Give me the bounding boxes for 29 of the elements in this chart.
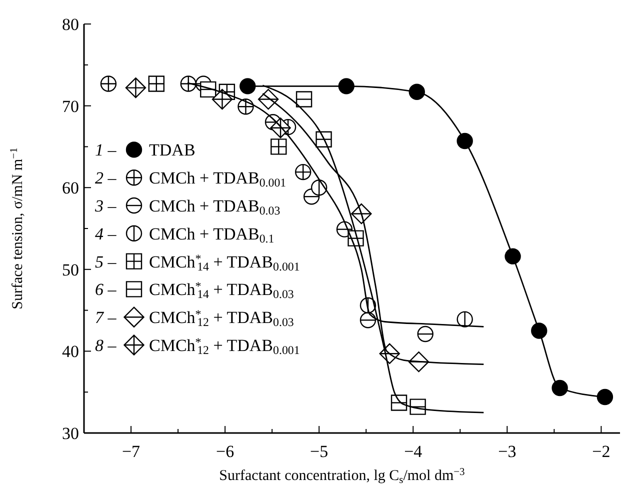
annotation: 1 –: [95, 140, 117, 160]
legend-label: TDAB: [149, 140, 196, 160]
x-tick-label: −3: [498, 442, 516, 461]
annotation: 6 –: [95, 280, 117, 300]
legend-label: CMCh$^{*}$$_{14}$ + TDAB$_{0.03}$: [149, 278, 294, 302]
x-tick-label: −2: [592, 442, 610, 461]
legend-label: CMCh$^{*}$$_{12}$ + TDAB$_{0.03}$: [149, 306, 294, 330]
y-tick-label: 40: [62, 342, 79, 362]
x-tick-label: −4: [404, 442, 423, 461]
x-tick-label: −5: [310, 442, 328, 461]
annotation: 7 –: [95, 308, 117, 328]
legend-label: CMCh + TDAB$_{0.001}$: [149, 168, 286, 190]
legend-label: CMCh$^{*}$$_{14}$ + TDAB$_{0.001}$: [149, 250, 300, 274]
y-tick-label: 80: [62, 14, 79, 34]
annotation: 8 –: [95, 336, 117, 355]
legend-label: CMCh$^{*}$$_{12}$ + TDAB$_{0.001}$: [149, 334, 300, 357]
annotation: 5 –: [95, 252, 117, 272]
x-axis-title: Surfactant concentration, lg C$_{s}$/mol dm$^{−3}$: [219, 467, 465, 486]
y-tick-label: 70: [62, 96, 79, 116]
legend-label: CMCh + TDAB$_{0.1}$: [149, 224, 274, 246]
annotation: 2 –: [95, 168, 117, 188]
y-tick-label: 30: [62, 424, 79, 443]
y-tick-label: 60: [62, 178, 79, 198]
annotation: 3 –: [94, 196, 117, 216]
y-tick-label: 50: [62, 260, 79, 280]
x-tick-label: −6: [216, 442, 234, 461]
annotation: 4 –: [95, 224, 117, 244]
x-tick-label: −7: [122, 442, 141, 461]
legend-label: CMCh + TDAB$_{0.03}$: [149, 196, 280, 218]
